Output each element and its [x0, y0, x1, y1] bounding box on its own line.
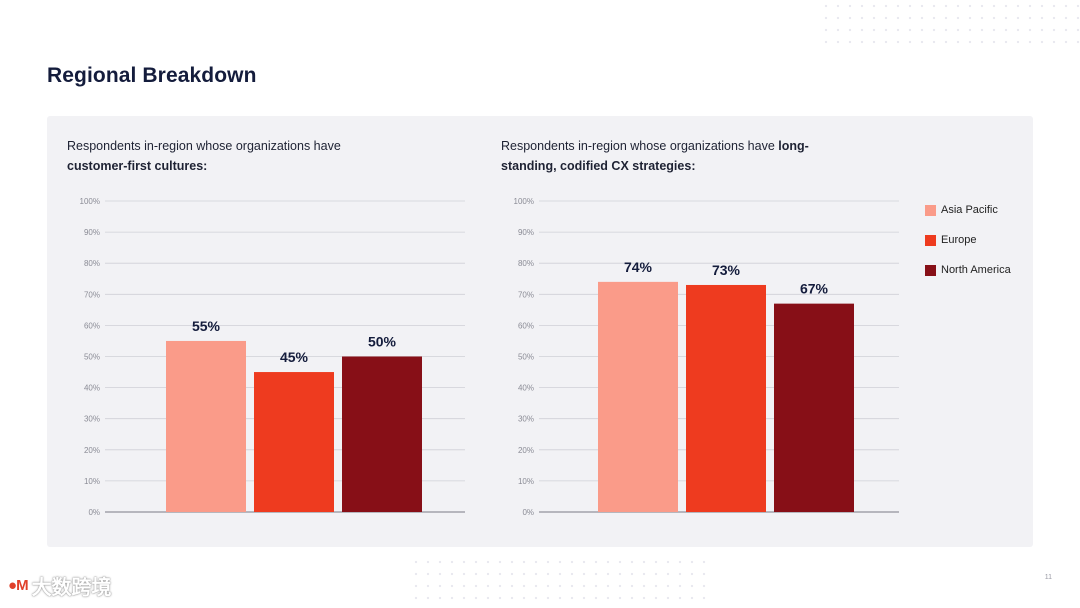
right-bar-chart: 0% 10% 20% 30% 40% 50% 60% 70% 80% 90% 100% 74% 73% 6… [514, 197, 899, 517]
y-tick-label: 80% [84, 259, 100, 268]
bar-asia-pacific [166, 340, 246, 512]
legend-label: North America [941, 264, 1011, 276]
legend-label: Asia Pacific [941, 204, 998, 216]
page-number: 11 [1044, 574, 1052, 581]
y-tick-label: 80% [518, 259, 534, 268]
y-tick-label: 10% [84, 477, 100, 486]
data-label: 73% [712, 262, 741, 278]
logo-mark: ●M [8, 577, 29, 594]
y-tick-label: 30% [84, 415, 100, 424]
y-tick-label: 50% [84, 353, 100, 362]
legend-swatch [925, 264, 936, 276]
y-tick-label: 0% [522, 508, 534, 517]
y-tick-label: 100% [80, 197, 100, 206]
bar-europe [254, 372, 334, 512]
y-tick-label: 100% [514, 197, 534, 206]
legend-item: Asia Pacific [925, 195, 1011, 225]
page-title: Regional Breakdown [47, 64, 257, 87]
y-tick-label: 90% [518, 228, 534, 237]
y-tick-label: 0% [88, 508, 100, 517]
data-label: 45% [280, 349, 309, 365]
watermark: 大数跨境 [31, 577, 112, 599]
legend-swatch [925, 234, 936, 246]
legend-item: North America [925, 255, 1011, 285]
y-tick-label: 10% [518, 477, 534, 486]
chart-legend: Asia Pacific Europe North America [925, 195, 1011, 285]
charts-panel: Respondents in-region whose organization… [47, 116, 1033, 547]
legend-label: Europe [941, 234, 977, 246]
left-subtitle-bold: customer-first cultures: [67, 159, 208, 173]
legend-item: Europe [925, 225, 1011, 255]
legend-swatch [925, 204, 936, 216]
right-subtitle-bold: long-standing, codified CX strategies: [501, 139, 809, 173]
y-tick-label: 70% [518, 290, 534, 299]
left-bar-chart: 0% 10% 20% 30% 40% 50% 60% 70% 80% 90% 100% 55% 45% 5… [80, 197, 465, 517]
brand-logo: ●M 大数跨境 [8, 571, 112, 600]
right-subtitle-plain: Respondents in-region whose organization… [501, 139, 779, 153]
bar-europe [686, 284, 766, 512]
y-tick-label: 60% [518, 321, 534, 330]
y-tick-label: 30% [518, 415, 534, 424]
data-label: 50% [368, 334, 397, 350]
y-tick-label: 40% [518, 384, 534, 393]
y-tick-label: 50% [518, 353, 534, 362]
logo-letter: M [16, 577, 28, 594]
y-tick-label: 90% [84, 228, 100, 237]
y-tick-label: 20% [518, 446, 534, 455]
y-tick-label: 40% [84, 384, 100, 393]
right-chart-subtitle: Respondents in-region whose organization… [501, 136, 861, 176]
y-tick-label: 60% [84, 321, 100, 330]
bar-asia-pacific [598, 281, 678, 512]
data-label: 67% [800, 281, 829, 297]
data-label: 55% [192, 318, 221, 334]
y-tick-label: 20% [84, 446, 100, 455]
bar-north-america [342, 356, 422, 512]
dot-pattern-bottom [410, 556, 710, 608]
dot-pattern-top [820, 0, 1080, 46]
left-chart-subtitle: Respondents in-region whose organization… [67, 136, 397, 176]
data-label: 74% [624, 259, 653, 275]
y-tick-label: 70% [84, 290, 100, 299]
bar-north-america [774, 303, 854, 512]
left-subtitle-plain: Respondents in-region whose organization… [67, 139, 341, 153]
